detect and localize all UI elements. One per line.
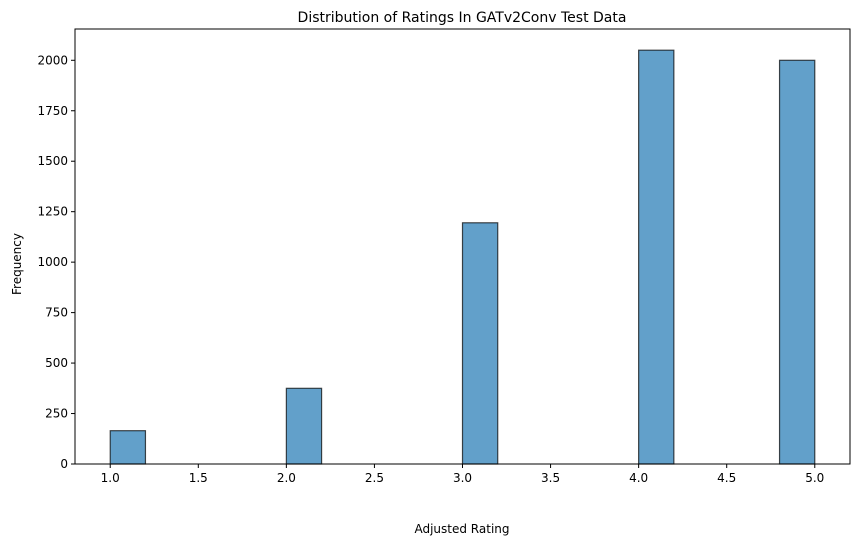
y-tick-label: 2000 xyxy=(37,53,68,67)
y-tick-label: 250 xyxy=(45,407,68,421)
y-axis-title: Frequency xyxy=(10,233,24,295)
y-tick-label: 1750 xyxy=(37,104,68,118)
x-tick-label: 3.0 xyxy=(453,471,472,485)
x-tick-label: 2.0 xyxy=(277,471,296,485)
x-tick-label: 4.0 xyxy=(629,471,648,485)
bar-3 xyxy=(461,222,499,465)
y-tick-label: 500 xyxy=(45,356,68,370)
x-tick-label: 4.5 xyxy=(717,471,736,485)
x-tick-label: 3.5 xyxy=(541,471,560,485)
x-tick-label: 1.0 xyxy=(101,471,120,485)
x-axis-title: Adjusted Rating xyxy=(414,522,509,536)
x-tick-label: 5.0 xyxy=(805,471,824,485)
y-tick-label: 0 xyxy=(60,457,68,471)
x-tick-label: 1.5 xyxy=(189,471,208,485)
plot-area: 1.0 1.5 2.0 2.5 3.0 3.5 4.0 4.5 5.0 0 250 500 750 100… xyxy=(37,49,824,485)
bar-1 xyxy=(109,430,147,465)
chart-title: Distribution of Ratings In GATv2Conv Tes… xyxy=(298,10,627,26)
plot-frame xyxy=(74,28,851,465)
y-tick-label: 750 xyxy=(45,306,68,320)
y-tick-label: 1250 xyxy=(37,205,68,219)
bar-2 xyxy=(285,387,323,465)
x-tick-label: 2.5 xyxy=(365,471,384,485)
y-tick-label: 1000 xyxy=(37,255,68,269)
bar-5 xyxy=(778,59,816,465)
y-tick-label: 1500 xyxy=(37,154,68,168)
bar-4 xyxy=(638,49,675,465)
